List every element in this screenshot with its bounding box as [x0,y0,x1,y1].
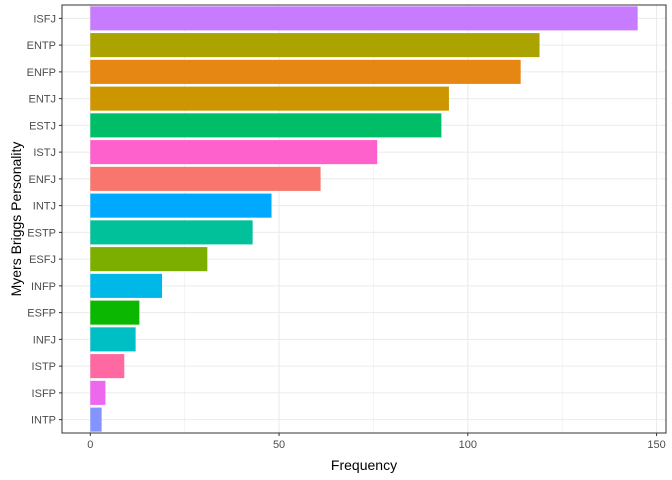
y-tick-label-entp: ENTP [27,40,56,52]
x-tick-label-100: 100 [459,439,477,451]
x-tick-label-0: 0 [87,439,93,451]
x-axis-ticks: 0 50 100 150 [87,433,666,451]
y-tick-label-estj: ESTJ [29,120,56,132]
x-axis-title: Frequency [331,457,397,473]
bar-infj [90,327,136,352]
y-tick-label-isfj: ISFJ [33,13,56,25]
x-tick-label-150: 150 [647,439,665,451]
y-axis-ticks: ISFJ ENTP ENFP ENTJ ESTJ ISTJ ENFJ INTJ ESTP ESFJ… [27,13,62,427]
y-tick-label-entj: ENTJ [29,94,57,106]
y-tick-label-enfp: ENFP [27,67,56,79]
y-tick-label-esfj: ESFJ [29,254,56,266]
bar-isfp [90,380,106,405]
bar-estj [90,113,442,138]
y-tick-label-enfj: ENFJ [29,174,57,186]
y-tick-label-istj: ISTJ [33,147,56,159]
bar-enfp [90,59,521,84]
bar-esfj [90,247,208,272]
x-tick-label-50: 50 [273,439,285,451]
plot-border [61,4,667,434]
y-tick-label-isfp: ISFP [32,388,56,400]
bar-esfp [90,300,140,325]
y-tick-label-estp: ESTP [27,227,56,239]
y-tick-label-intp: INTP [31,415,56,427]
bar-enfj [90,166,321,191]
y-tick-label-esfp: ESFP [27,308,56,320]
bar-entj [90,86,449,111]
bar-entp [90,33,540,58]
bar-isfj [90,6,638,31]
bar-istp [90,354,125,379]
y-axis-title: Myers Briggs Personality [8,142,24,297]
y-tick-label-infp: INFP [31,281,56,293]
y-tick-label-intj: INTJ [33,201,56,213]
y-tick-label-istp: ISTP [32,361,56,373]
bar-intj [90,193,272,218]
bars [90,6,638,432]
y-tick-label-infj: INFJ [33,334,56,346]
bar-estp [90,220,253,245]
bar-istj [90,140,378,165]
bar-intp [90,407,102,432]
bar-infp [90,273,163,298]
